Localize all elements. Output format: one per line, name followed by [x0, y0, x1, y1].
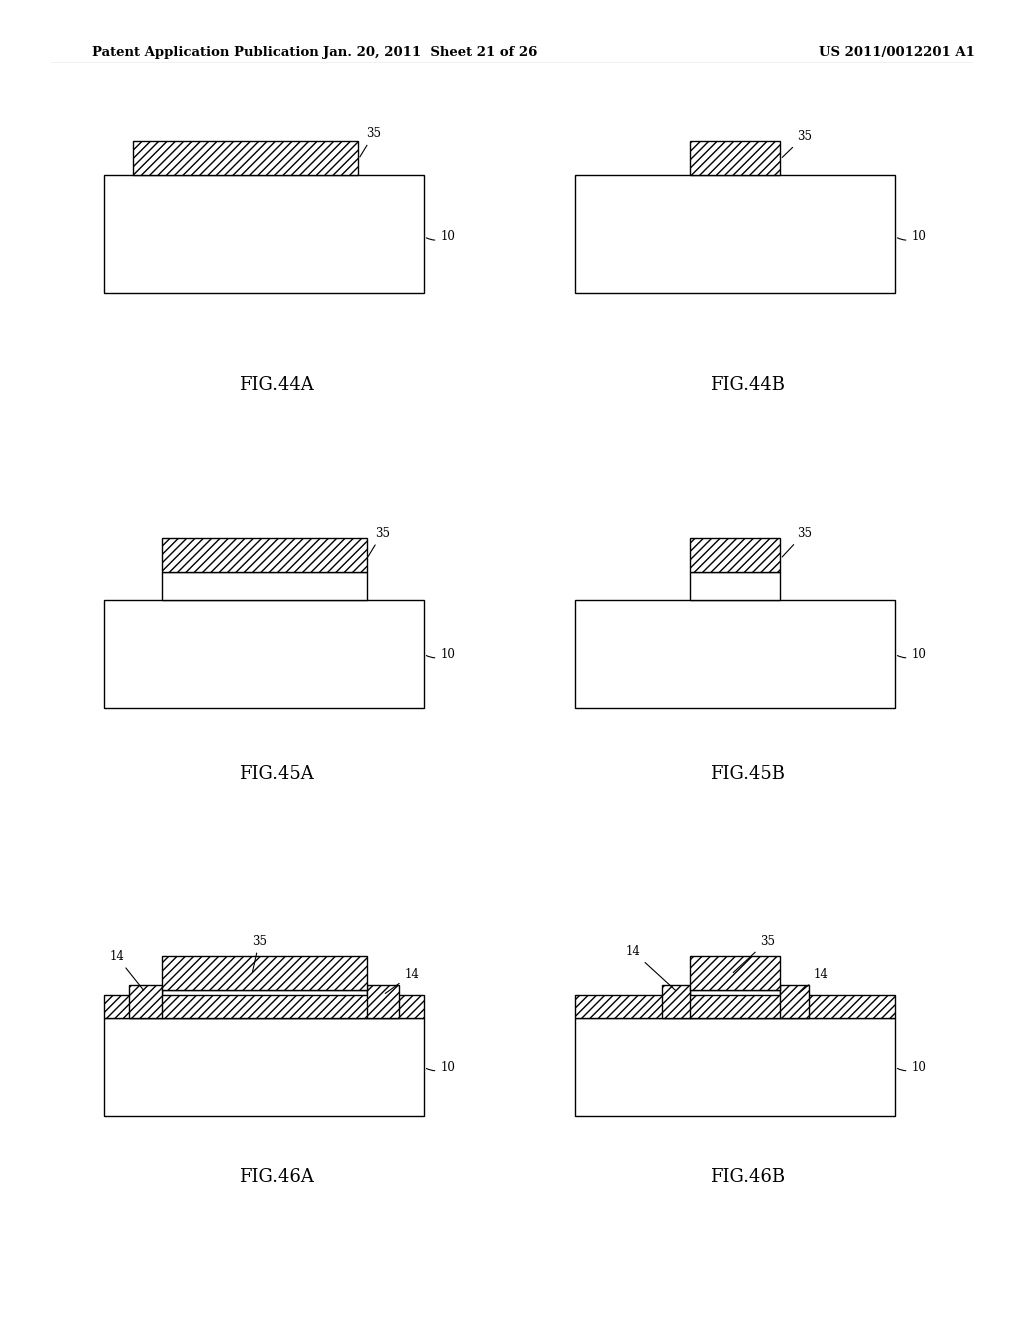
Bar: [662, 985, 690, 1018]
Text: Jan. 20, 2011  Sheet 21 of 26: Jan. 20, 2011 Sheet 21 of 26: [323, 46, 538, 59]
Text: 10: 10: [426, 230, 456, 243]
Bar: [690, 572, 780, 601]
Text: 35: 35: [252, 935, 267, 972]
Text: 35: 35: [782, 129, 812, 157]
Text: 10: 10: [897, 648, 927, 661]
Bar: [104, 601, 424, 709]
Bar: [690, 990, 780, 1018]
Bar: [575, 1018, 895, 1115]
Text: 10: 10: [897, 1061, 927, 1073]
Text: 35: 35: [368, 527, 390, 557]
Text: 10: 10: [897, 230, 927, 243]
Bar: [575, 995, 895, 1018]
Bar: [104, 1018, 424, 1115]
Bar: [104, 995, 424, 1018]
Bar: [133, 141, 358, 174]
Text: 35: 35: [359, 127, 382, 157]
Bar: [690, 539, 780, 572]
Text: 35: 35: [733, 935, 775, 973]
Text: 14: 14: [110, 950, 143, 990]
Text: 10: 10: [426, 1061, 456, 1073]
Text: Patent Application Publication: Patent Application Publication: [92, 46, 318, 59]
Bar: [575, 174, 895, 293]
Text: FIG.45B: FIG.45B: [710, 766, 785, 783]
Text: US 2011/0012201 A1: US 2011/0012201 A1: [819, 46, 975, 59]
Bar: [104, 174, 424, 293]
Bar: [162, 990, 367, 1018]
Text: FIG.45A: FIG.45A: [240, 766, 313, 783]
Text: 10: 10: [426, 648, 456, 661]
Bar: [575, 601, 895, 709]
Text: FIG.46A: FIG.46A: [239, 1167, 314, 1185]
Text: 14: 14: [626, 945, 676, 990]
Bar: [162, 539, 367, 572]
Text: 14: 14: [385, 968, 419, 994]
Bar: [367, 985, 399, 1018]
Bar: [129, 985, 162, 1018]
Bar: [690, 957, 780, 990]
Bar: [162, 957, 367, 990]
Text: 14: 14: [799, 968, 828, 993]
Text: 35: 35: [782, 527, 812, 557]
Bar: [162, 572, 367, 601]
Text: FIG.44B: FIG.44B: [710, 376, 785, 393]
Bar: [780, 985, 809, 1018]
Text: FIG.46B: FIG.46B: [710, 1167, 785, 1185]
Bar: [690, 141, 780, 174]
Text: FIG.44A: FIG.44A: [240, 376, 313, 393]
